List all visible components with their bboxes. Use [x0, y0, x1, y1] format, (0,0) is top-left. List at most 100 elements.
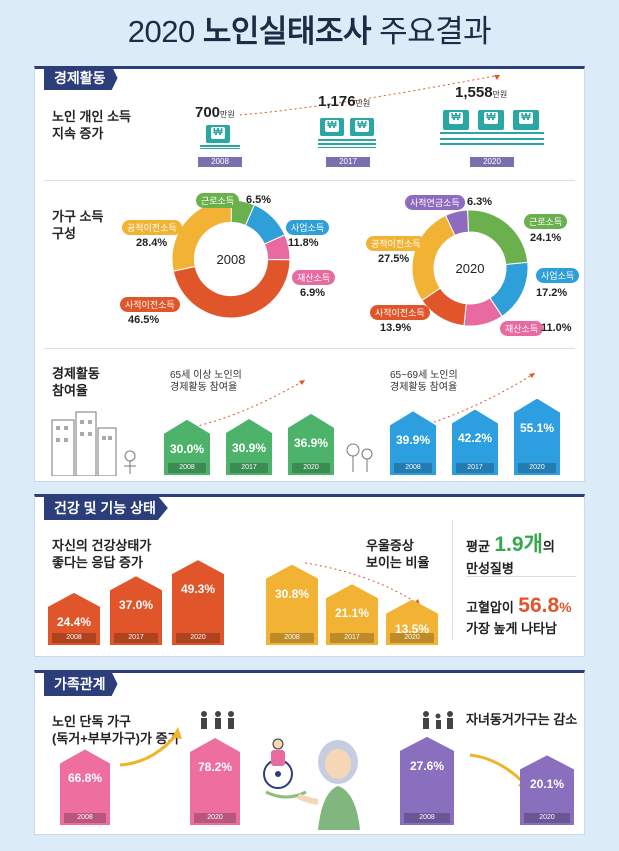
income-2020: 1,558만원 — [455, 84, 507, 102]
money-icon — [443, 110, 469, 130]
donut-chart-2020 — [411, 209, 529, 327]
pill-2008-private-transfer: 사적이전소득 — [120, 297, 180, 312]
bar-year: 2020 — [292, 463, 330, 473]
depression-bars: 2008 30.8% 2017 21.1% 2020 13.5% — [262, 540, 442, 645]
bar-value: 49.3% — [180, 582, 216, 597]
pill-2020-business: 사업소득 — [536, 268, 580, 283]
family-children-bars: 2008 27.6% 2020 20.1% — [400, 720, 580, 825]
health-good-label: 자신의 건강상태가 좋다는 응답 증가 — [52, 537, 151, 571]
pct-2020-public-transfer: 27.5% — [378, 253, 410, 265]
bar-value: 30.9% — [231, 440, 267, 455]
bar — [172, 560, 224, 645]
bar-year: 2008 — [404, 813, 450, 823]
divider — [466, 576, 576, 577]
pct-2008-public-transfer: 28.4% — [136, 237, 168, 249]
family-alone-label: 노인 단독 가구 (독거+부부가구)가 증가 — [52, 713, 180, 747]
money-icon — [320, 118, 344, 136]
chronic-value: 1.9개 — [494, 533, 543, 556]
group-b-trend-arrow — [410, 372, 536, 431]
health-good-label-1: 자신의 건강상태가 — [52, 538, 152, 553]
pct-2008-property: 6.9% — [300, 287, 326, 299]
pct-2008-private-transfer: 46.5% — [128, 314, 160, 326]
bar-year: 2008 — [168, 463, 206, 473]
bar-value: 13.5% — [394, 621, 430, 636]
people-icon — [423, 711, 453, 729]
participation-label: 경제활동 참여율 — [52, 365, 100, 399]
bar-year: 2008 — [394, 463, 432, 473]
divider-vertical — [452, 520, 453, 640]
donut-chart-2008 — [171, 199, 291, 319]
group-b-caption-1: 65~69세 노인의 — [390, 370, 458, 381]
chronic-prefix: 평균 — [466, 539, 490, 554]
bar-year: 2017 — [456, 463, 494, 473]
bar — [110, 576, 162, 645]
pct-2020-private-transfer: 13.9% — [380, 322, 412, 334]
bar — [266, 564, 318, 645]
composition-label-line1: 가구 소득 — [52, 209, 104, 224]
people-icon — [201, 711, 234, 729]
title-rest: 주요결과 — [379, 14, 492, 49]
income-label: 노인 개인 소득 지속 증가 — [52, 108, 131, 142]
donut-2020-center: 2020 — [455, 261, 485, 276]
income-2020-value: 1,558 — [455, 84, 493, 101]
bp-stat: 고혈압이 56.8% 가장 높게 나타남 — [466, 594, 572, 637]
city-illustration — [51, 411, 136, 476]
pct-2020-pension: 6.3% — [467, 196, 493, 208]
income-2008: 700만원 — [195, 104, 243, 122]
income-year-2008 — [198, 157, 242, 167]
group-a-caption-1: 65세 이상 노인의 — [170, 370, 242, 381]
health-good-label-2: 좋다는 응답 증가 — [52, 555, 143, 570]
bar — [400, 736, 454, 825]
bp-prefix: 고혈압이 — [466, 600, 514, 615]
bar-value: 24.4% — [56, 614, 92, 629]
bar-value: 21.1% — [334, 606, 370, 621]
money-icon — [206, 125, 230, 143]
pct-2008-business: 11.8% — [288, 237, 319, 249]
money-stack — [318, 139, 376, 145]
donut-slice — [467, 209, 529, 266]
bar-value: 27.6% — [409, 758, 445, 773]
money-icon — [350, 118, 374, 136]
income-label-line2: 지속 증가 — [52, 126, 104, 141]
bar-year: 2008 — [64, 813, 106, 823]
bp-line2: 가장 높게 나타남 — [466, 621, 557, 636]
bar — [520, 755, 574, 825]
composition-label: 가구 소득 구성 — [52, 208, 103, 242]
group-a-caption-2: 경제활동 참여율 — [170, 382, 238, 393]
pill-2020-private-transfer: 사적이전소득 — [370, 305, 430, 320]
participation-label-line2: 참여율 — [52, 383, 88, 398]
bar-year: 2020 — [194, 813, 236, 823]
income-year-2020 — [470, 157, 514, 167]
bp-unit: % — [559, 599, 572, 615]
chronic-stat: 평균 1.9개의 만성질병 — [466, 528, 555, 577]
money-stack — [200, 145, 240, 149]
bar-year: 2020 — [518, 463, 556, 473]
divider — [44, 348, 575, 349]
bar-value: 30.0% — [169, 441, 205, 456]
family-tag: 가족관계 — [44, 672, 118, 696]
pill-2020-property: 재산소득 — [500, 321, 544, 336]
group-b-bars: 2008 39.9% 2017 42.2% 2020 55.1% — [380, 380, 570, 475]
bar-value: 55.1% — [519, 420, 555, 435]
bar-year: 2020 — [390, 633, 434, 643]
econ-tag: 경제활동 — [44, 66, 118, 90]
bar-year: 2017 — [114, 633, 158, 643]
bar-year: 2017 — [230, 463, 268, 473]
page-title: 2020 노인실태조사 주요결과 — [0, 6, 619, 51]
pill-2008-work: 근로소득 — [196, 193, 240, 208]
bar — [452, 409, 498, 475]
tree-icon — [346, 443, 373, 472]
pct-2020-property: 11.0% — [541, 322, 572, 334]
health-tag: 건강 및 기능 상태 — [44, 496, 168, 520]
pill-2008-business: 사업소득 — [286, 220, 330, 235]
income-trend-arrow — [239, 74, 501, 116]
income-year-2017 — [326, 157, 370, 167]
chronic-suffix: 의 — [542, 539, 555, 554]
pill-2008-property: 재산소득 — [292, 270, 336, 285]
divider — [44, 180, 575, 181]
bar — [326, 584, 378, 645]
elderly-illustration — [263, 738, 360, 830]
income-2008-value: 700 — [195, 104, 221, 121]
title-year: 2020 — [127, 14, 195, 49]
pct-2008-work: 6.5% — [246, 194, 272, 206]
